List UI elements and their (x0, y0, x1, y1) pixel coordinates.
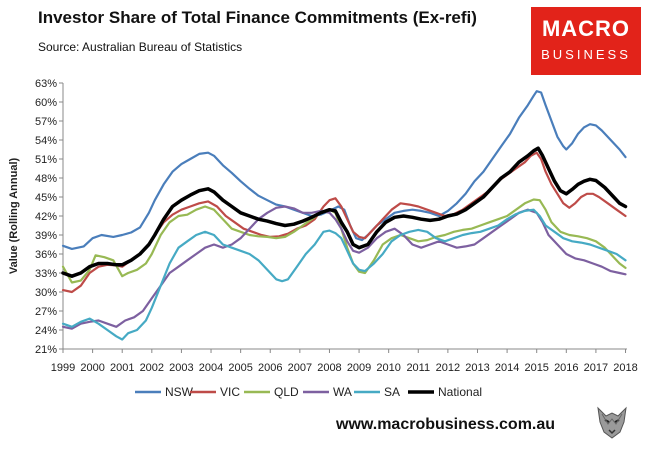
y-tick-label: 63% (35, 78, 57, 90)
x-tick-label: 2013 (465, 362, 489, 374)
macrobusiness-logo: MACRO BUSINESS (531, 7, 641, 75)
y-tick-label: 60% (35, 97, 57, 109)
y-tick-label: 21% (35, 344, 57, 356)
x-tick-label: 2007 (288, 362, 312, 374)
site-url: www.macrobusiness.com.au (336, 416, 556, 433)
legend-label-wa: WA (333, 385, 352, 399)
x-tick-label: 2009 (347, 362, 371, 374)
x-tick-label: 2000 (80, 362, 104, 374)
legend-label-qld: QLD (274, 385, 299, 399)
legend-label-national: National (438, 385, 482, 399)
chart-series (61, 90, 628, 341)
x-tick-label: 2001 (110, 362, 134, 374)
y-tick-label: 27% (35, 306, 57, 318)
logo-line-2: BUSINESS (541, 47, 631, 62)
x-tick-label: 2011 (406, 362, 430, 374)
y-tick-label: 54% (35, 135, 57, 147)
chart-title: Investor Share of Total Finance Commitme… (38, 8, 477, 27)
legend-label-nsw: NSW (165, 385, 194, 399)
x-tick-label: 2010 (376, 362, 400, 374)
y-tick-label: 39% (35, 230, 57, 242)
y-tick-label: 48% (35, 173, 57, 185)
x-tick-label: 2004 (199, 362, 223, 374)
x-tick-label: 2003 (169, 362, 193, 374)
series-line-qld (61, 198, 627, 284)
legend-label-vic: VIC (220, 385, 240, 399)
y-tick-label: 45% (35, 192, 57, 204)
y-tick-label: 51% (35, 154, 57, 166)
chart-source: Source: Australian Bureau of Statistics (38, 40, 243, 54)
y-tick-label: 33% (35, 268, 57, 280)
y-tick-label: 36% (35, 249, 57, 261)
x-tick-label: 2016 (554, 362, 578, 374)
x-tick-label: 2002 (140, 362, 164, 374)
logo-line-1: MACRO (541, 16, 631, 41)
x-tick-label: 2015 (524, 362, 548, 374)
wolf-mascot-icon (592, 402, 632, 442)
x-tick-label: 2018 (613, 362, 637, 374)
x-tick-label: 1999 (51, 362, 75, 374)
series-line-vic (61, 151, 627, 294)
y-tick-label: 24% (35, 325, 57, 337)
y-tick-label: 30% (35, 287, 57, 299)
x-tick-label: 2005 (228, 362, 252, 374)
chart-legend: NSW VIC QLD WA SA National (135, 385, 482, 399)
series-line-national (61, 146, 628, 278)
x-tick-label: 2017 (584, 362, 608, 374)
legend-label-sa: SA (384, 385, 400, 399)
x-tick-label: 2014 (495, 362, 519, 374)
y-tick-label: 57% (35, 116, 57, 128)
x-tick-label: 2012 (436, 362, 460, 374)
chart-axes: 21% 24% 27% 30% 33% 36% 39% 42% 45% 48% 51% 54% 57% 6… (8, 78, 638, 374)
series-line-sa (61, 208, 627, 341)
y-axis-label: Value (Rolling Annual) (8, 158, 20, 275)
y-tick-label: 42% (35, 211, 57, 223)
x-tick-label: 2006 (258, 362, 282, 374)
x-tick-label: 2008 (317, 362, 341, 374)
